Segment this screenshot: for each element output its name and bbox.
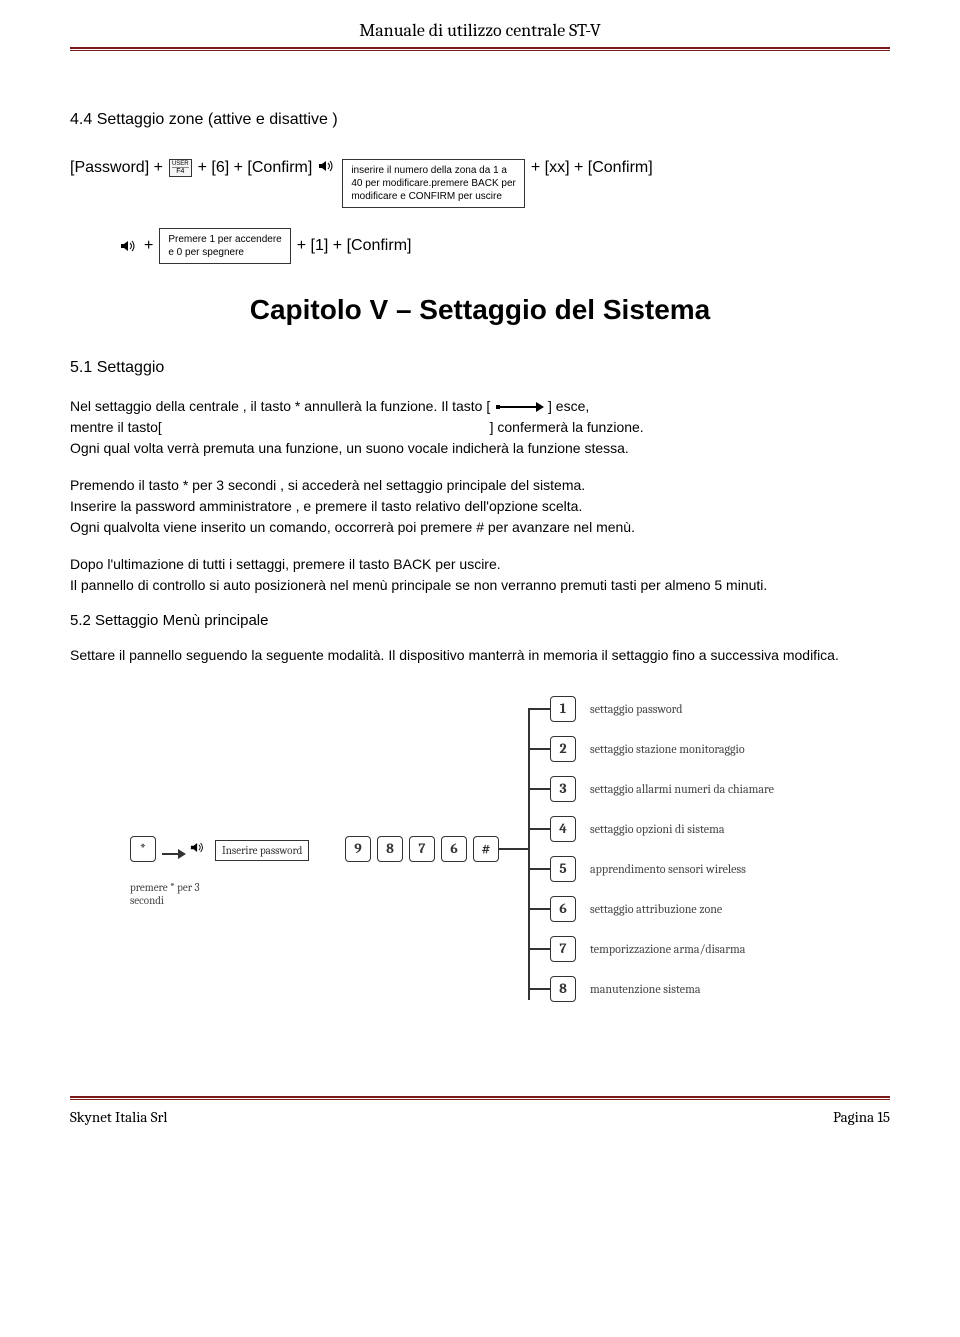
p3: Ogni qual volta verrà premuta una funzio… bbox=[70, 440, 629, 456]
branch-2 bbox=[528, 748, 550, 750]
menu-key-3: 3 bbox=[550, 776, 576, 802]
seq2-plus-a: + bbox=[144, 237, 153, 255]
branch-4 bbox=[528, 828, 550, 830]
connector-line bbox=[499, 848, 529, 850]
branch-7 bbox=[528, 948, 550, 950]
hint1-line3: modificare e CONFIRM per uscire bbox=[351, 191, 502, 202]
menu-label-1: settaggio password bbox=[590, 702, 682, 716]
p1b: ] esce, bbox=[548, 398, 589, 414]
p7: Dopo l'ultimazione di tutti i settaggi, … bbox=[70, 556, 501, 572]
para-2: Premendo il tasto * per 3 secondi , si a… bbox=[70, 475, 890, 538]
footer-left: Skynet Italia Srl bbox=[70, 1108, 167, 1126]
p4: Premendo il tasto * per 3 secondi , si a… bbox=[70, 477, 585, 493]
seq1-plus6: + [6] + [Confirm] bbox=[198, 159, 313, 177]
page-footer: Skynet Italia Srl Pagina 15 bbox=[70, 1108, 890, 1146]
arrow-left-icon bbox=[494, 396, 544, 417]
menu-key-5: 5 bbox=[550, 856, 576, 882]
hint1-line1: inserire il numero della zona da 1 a bbox=[351, 165, 507, 176]
menu-flow-diagram: * Inserire password premere * per 3 seco… bbox=[130, 696, 830, 1036]
seq1-password: [Password] + bbox=[70, 159, 163, 177]
press-star-label: premere * per 3 secondi bbox=[130, 881, 240, 907]
para-1: Nel settaggio della centrale , il tasto … bbox=[70, 396, 890, 459]
section-5-2-title: 5.2 Settaggio Menù principale bbox=[70, 612, 890, 629]
p6: Ogni qualvolta viene inserito un comando… bbox=[70, 519, 635, 535]
section-4-4-title: 4.4 Settaggio zone (attive e disattive ) bbox=[70, 111, 890, 129]
p5: Inserire la password amministratore , e … bbox=[70, 498, 582, 514]
speaker-icon bbox=[190, 841, 206, 857]
star-key: * bbox=[130, 836, 156, 862]
code-key-7: 7 bbox=[409, 836, 435, 862]
menu-key-2: 2 bbox=[550, 736, 576, 762]
p1a: Nel settaggio della centrale , il tasto … bbox=[70, 398, 490, 414]
code-key-6: 6 bbox=[441, 836, 467, 862]
chapter-title: Capitolo V – Settaggio del Sistema bbox=[70, 294, 890, 326]
para-5-2: Settare il pannello seguendo la seguente… bbox=[70, 645, 890, 666]
section-5-1-title: 5.1 Settaggio bbox=[70, 356, 890, 380]
branch-1 bbox=[528, 708, 550, 710]
user-f4-key-icon: USER F4 bbox=[169, 159, 192, 177]
menu-label-5: apprendimento sensori wireless bbox=[590, 862, 746, 876]
menu-label-2: settaggio stazione monitoraggio bbox=[590, 742, 745, 756]
seq1-xxconfirm: + [xx] + [Confirm] bbox=[531, 159, 653, 177]
hint1-line2: 40 per modificare.premere BACK per bbox=[351, 178, 516, 189]
header-rule bbox=[70, 47, 890, 51]
menu-key-6: 6 bbox=[550, 896, 576, 922]
menu-key-7: 7 bbox=[550, 936, 576, 962]
p2a: mentre il tasto[ bbox=[70, 419, 162, 435]
branch-8 bbox=[528, 988, 550, 990]
connector-spine bbox=[528, 708, 530, 1000]
code-key-hash: # bbox=[473, 836, 499, 862]
footer-rule bbox=[70, 1096, 890, 1100]
menu-label-8: manutenzione sistema bbox=[590, 982, 701, 996]
menu-label-7: temporizzazione arma/disarma bbox=[590, 942, 745, 956]
f4-label: F4 bbox=[172, 167, 189, 175]
arrow-icon bbox=[162, 846, 186, 860]
branch-6 bbox=[528, 908, 550, 910]
menu-label-4: settaggio opzioni di sistema bbox=[590, 822, 724, 836]
branch-3 bbox=[528, 788, 550, 790]
sequence-row-1: [Password] + USER F4 + [6] + [Confirm] i… bbox=[70, 159, 890, 208]
speaker-icon bbox=[318, 159, 336, 173]
code-key-8: 8 bbox=[377, 836, 403, 862]
hint2-line1: Premere 1 per accendere bbox=[168, 234, 281, 245]
speaker-icon bbox=[120, 239, 138, 253]
menu-key-8: 8 bbox=[550, 976, 576, 1002]
hint-box-1: inserire il numero della zona da 1 a 40 … bbox=[342, 159, 525, 208]
press-star-l1: premere * per 3 bbox=[130, 881, 200, 894]
menu-label-6: settaggio attribuzione zone bbox=[590, 902, 722, 916]
para-3: Dopo l'ultimazione di tutti i settaggi, … bbox=[70, 554, 890, 596]
insert-password-box: Inserire password bbox=[215, 840, 309, 861]
p2b: ] confermerà la funzione. bbox=[490, 419, 644, 435]
menu-label-3: settaggio allarmi numeri da chiamare bbox=[590, 782, 774, 796]
hint-box-2: Premere 1 per accendere e 0 per spegnere bbox=[159, 228, 290, 264]
seq2-plus1confirm: + [1] + [Confirm] bbox=[297, 237, 412, 255]
page-header-title: Manuale di utilizzo centrale ST-V bbox=[70, 20, 890, 47]
hint2-line2: e 0 per spegnere bbox=[168, 247, 244, 258]
branch-5 bbox=[528, 868, 550, 870]
footer-right: Pagina 15 bbox=[833, 1108, 890, 1126]
menu-key-1: 1 bbox=[550, 696, 576, 722]
menu-key-4: 4 bbox=[550, 816, 576, 842]
code-key-9: 9 bbox=[345, 836, 371, 862]
press-star-l2: secondi bbox=[130, 894, 164, 907]
p8: Il pannello di controllo si auto posizio… bbox=[70, 577, 767, 593]
sequence-row-2: + Premere 1 per accendere e 0 per spegne… bbox=[120, 228, 890, 264]
